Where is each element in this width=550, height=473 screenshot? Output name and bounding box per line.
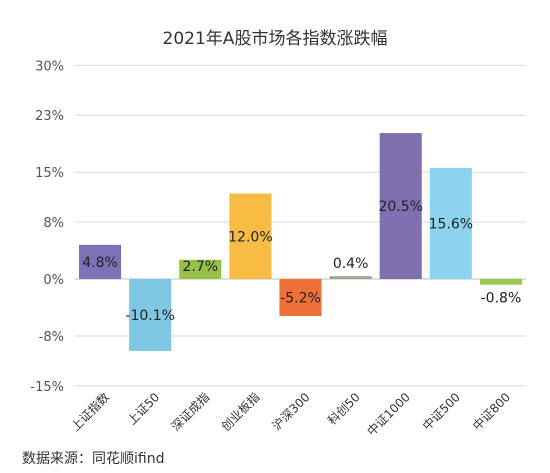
y-tick-label: 0% [43,273,64,288]
data-label: 15.6% [429,216,473,232]
x-tick-label: 创业板指 [218,389,263,434]
y-axis-ticks: 30% 23% 15% 8% 0% -8% -15% [30,59,64,394]
y-tick-label: -8% [39,330,64,345]
x-tick-label: 科创50 [325,390,363,428]
x-tick-label: 中证1000 [364,389,413,438]
y-tick-label: -15% [30,380,64,395]
bar [179,259,222,279]
x-axis-categories: 上证指数 上证50 深证成指 创业板指 沪深300 科创50 中证1000 中证500 中证80… [68,389,513,438]
bar [379,133,422,279]
chart-title: 2021年A股市场各指数涨跌幅 [163,29,388,49]
data-labels: 4.8% -10.1% 2.7% 12.0% -5.2% 0.4% 20.5% 15.6% -0… [82,199,521,324]
data-label: 2.7% [182,259,218,275]
x-tick-label: 深证成指 [168,389,213,434]
x-tick-label: 中证800 [469,389,513,433]
bar [229,193,272,279]
y-tick-label: 23% [35,109,64,124]
source-note: 数据来源：同花顺ifind [22,451,164,467]
data-label: 12.0% [228,229,272,245]
bar [129,279,172,351]
data-label: 0.4% [333,256,369,272]
data-label: 4.8% [82,255,118,271]
bar [329,276,372,279]
data-label: -10.1% [125,308,175,324]
bar [479,279,522,285]
y-tick-label: 30% [35,59,64,74]
bars [79,133,522,351]
x-tick-label: 沪深300 [270,390,313,433]
bar [79,244,122,279]
x-tick-label: 上证50 [125,390,163,428]
bar [279,279,322,317]
x-tick-label: 中证500 [419,389,463,433]
data-label: -0.8% [481,291,522,307]
bar [429,167,472,279]
x-tick-label: 上证指数 [68,389,113,434]
y-tick-label: 15% [35,166,64,181]
y-tick-label: 8% [43,216,64,231]
data-label: 20.5% [378,199,422,215]
data-label: -5.2% [280,291,321,307]
